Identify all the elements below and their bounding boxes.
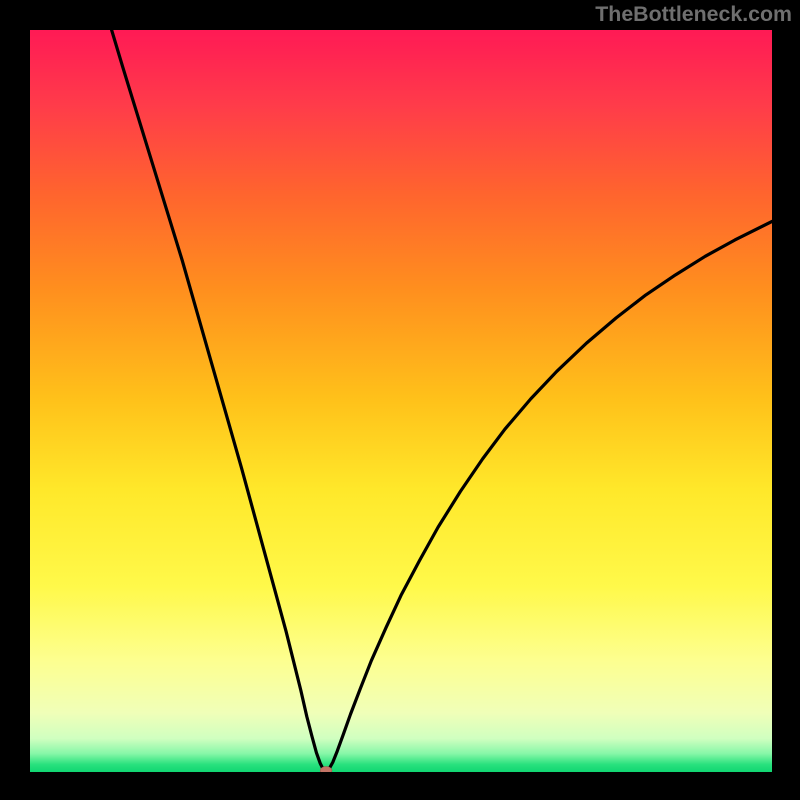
bottleneck-curve — [112, 30, 772, 772]
watermark-text: TheBottleneck.com — [595, 2, 792, 27]
curve-layer — [30, 30, 772, 772]
plot-area — [30, 30, 772, 772]
bottleneck-chart: TheBottleneck.com — [0, 0, 800, 800]
